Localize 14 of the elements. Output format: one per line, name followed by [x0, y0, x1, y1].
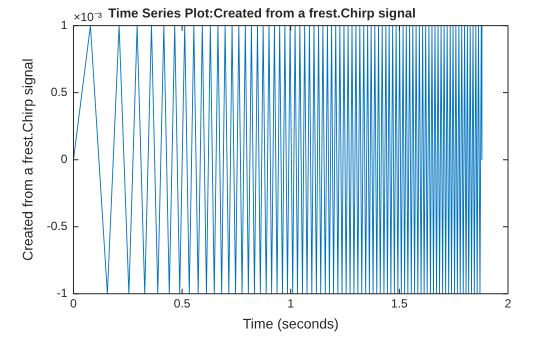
y-tick-label: 0.5 — [50, 84, 68, 99]
x-tick-label: 1 — [287, 296, 294, 310]
x-tick-label: 0.5 — [174, 296, 191, 310]
x-tick-label: 0 — [70, 296, 78, 310]
y-tick-label: 1 — [60, 18, 68, 32]
y-axis-title: Created from a frest.Chirp signal — [19, 58, 36, 261]
y-tick-label: -0.5 — [46, 219, 68, 234]
text: ×10⁻³ — [73, 10, 102, 24]
y-tick-label: -1 — [56, 286, 68, 300]
x-tick-label: 1.5 — [391, 296, 408, 310]
chart-title: Time Series Plot:Created from a frest.Chirp signal — [108, 5, 416, 20]
x-axis-title: Time (seconds) — [242, 315, 339, 332]
y-tick-label: 0 — [60, 152, 68, 166]
x-tick-label: 2 — [504, 296, 512, 310]
